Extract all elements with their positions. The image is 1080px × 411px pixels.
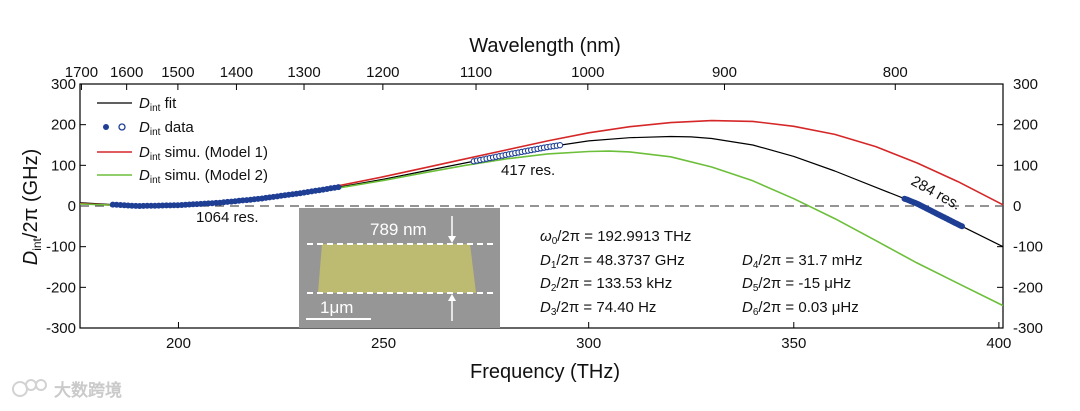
parameters-right: D4/2π = 31.7 mHz D5/2π = -15 μHz D6/2π =… [742, 252, 863, 318]
y-right-tick-label: -200 [1013, 279, 1043, 296]
top-tick-label: 1400 [220, 64, 253, 81]
y-tick-label: 0 [68, 198, 76, 215]
parameters-left: ω0/2π = 192.9913 THz D1/2π = 48.3737 GHz… [540, 228, 691, 318]
legend-model1-label: Dint simu. (Model 1) [139, 144, 268, 163]
data-point [959, 223, 966, 230]
x-tick-label: 350 [781, 335, 806, 352]
legend-fit-label: Dint fit [139, 95, 177, 114]
watermark-logo-icon [12, 381, 28, 397]
param-d1: D1/2π = 48.3737 GHz [540, 252, 685, 271]
watermark: 大数跨境 [12, 379, 122, 400]
param-omega0: ω0/2π = 192.9913 THz [540, 228, 691, 247]
param-d3: D3/2π = 74.40 Hz [540, 299, 656, 318]
legend-data-swatch-filled [103, 124, 109, 130]
legend: Dint fit Dint data Dint simu. (Model 1) … [97, 95, 268, 186]
x-axis-title: Frequency (THz) [470, 361, 620, 383]
top-tick-label: 1500 [161, 64, 194, 81]
param-d5: D5/2π = -15 μHz [742, 275, 851, 294]
y-axis-title: Dint/2π (GHz) [20, 149, 44, 266]
legend-model2-label: Dint simu. (Model 2) [139, 167, 268, 186]
top-tick-label: 1600 [110, 64, 143, 81]
top-tick-label: 1200 [366, 64, 399, 81]
annotation-1064-res: 1064 res. [196, 209, 259, 226]
y-tick-label: 100 [51, 157, 76, 174]
annotation-417-res: 417 res. [501, 162, 555, 179]
top-axis-title: Wavelength (nm) [469, 35, 621, 57]
top-tick-label: 1100 [460, 64, 492, 81]
y-right-tick-label: 300 [1013, 76, 1038, 93]
param-d6: D6/2π = 0.03 μHz [742, 299, 859, 318]
y-tick-label: -200 [46, 279, 76, 296]
top-tick-label: 900 [712, 64, 737, 81]
inset-sem-image: 789 nm 1μm [299, 208, 500, 328]
top-tick-label: 800 [883, 64, 908, 81]
top-tick-label: 1300 [287, 64, 320, 81]
data-point [335, 184, 342, 191]
x-tick-label: 250 [371, 335, 396, 352]
legend-data-label: Dint data [139, 119, 194, 138]
watermark-text: 大数跨境 [54, 380, 122, 400]
inset-scale-label: 1μm [320, 298, 353, 317]
param-d4: D4/2π = 31.7 mHz [742, 252, 863, 271]
data-point [556, 142, 564, 149]
top-tick-label: 1000 [571, 64, 604, 81]
x-tick-label: 200 [166, 335, 191, 352]
y-tick-label: -100 [46, 239, 76, 256]
y-tick-label: 300 [51, 76, 76, 93]
y-right-tick-label: -100 [1013, 239, 1043, 256]
y-tick-label: 200 [51, 117, 76, 134]
y-tick-label: -300 [46, 320, 76, 337]
top-axis: 1700 1600 1500 1400 1300 1200 1100 1000 900 800 [65, 64, 908, 90]
x-tick-label: 400 [986, 335, 1011, 352]
y-right-tick-label: 200 [1013, 117, 1038, 134]
legend-data-swatch-open [118, 123, 126, 131]
top-tick-label: 1700 [65, 64, 98, 81]
inset-height-label: 789 nm [370, 220, 427, 239]
y-right-tick-label: 100 [1013, 157, 1038, 174]
param-d2: D2/2π = 133.53 kHz [540, 275, 672, 294]
x-tick-label: 300 [576, 335, 601, 352]
data-markers [109, 142, 966, 230]
y-right-tick-label: -300 [1013, 320, 1043, 337]
y-right-tick-label: 0 [1013, 198, 1021, 215]
right-axis: 300 200 100 0 -100 -200 -300 [997, 76, 1043, 337]
bottom-axis: 200 250 300 350 400 [166, 322, 1011, 352]
waveguide-cross-section [318, 244, 476, 293]
left-axis: 300 200 100 0 -100 -200 -300 [46, 76, 86, 337]
annotation-284-res: 284 res. [908, 173, 964, 214]
